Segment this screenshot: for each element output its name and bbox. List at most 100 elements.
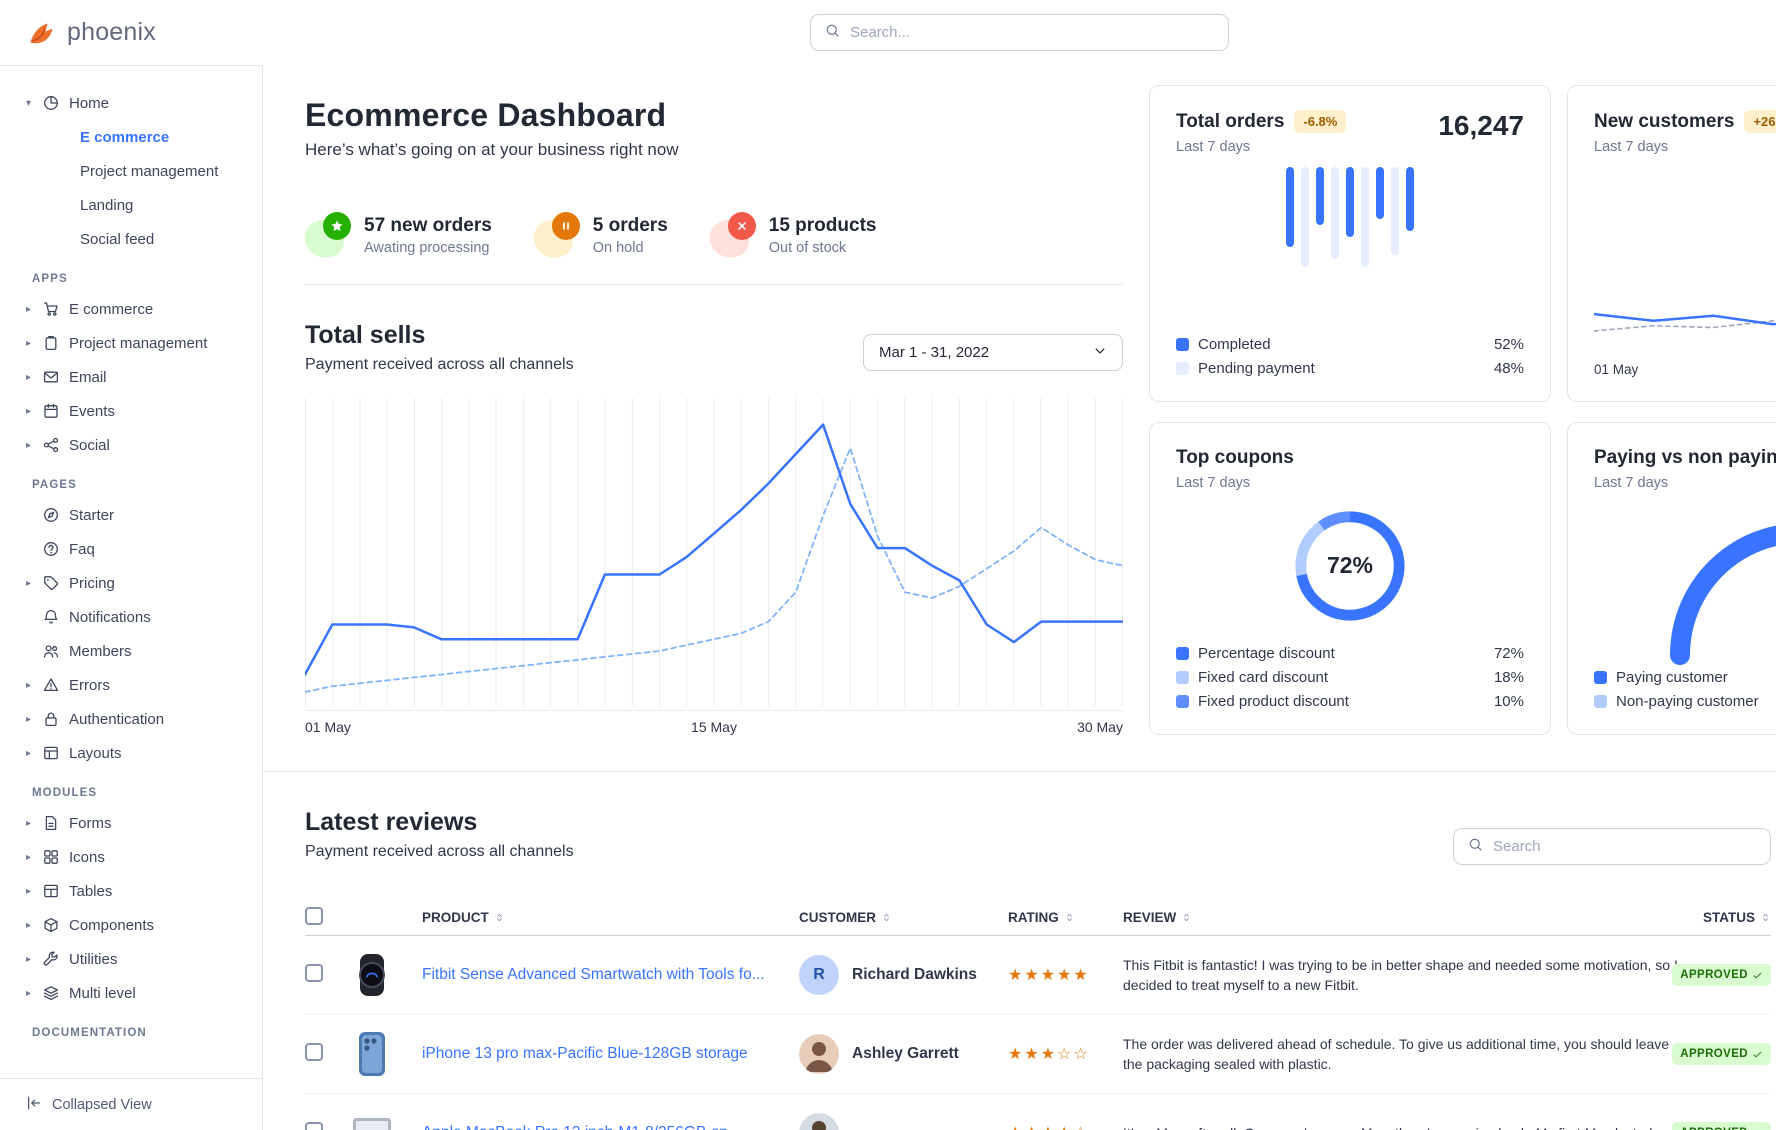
stat-success: 57 new orders Awating processing (300, 212, 492, 263)
reviews-search-input[interactable] (1493, 838, 1756, 855)
reviews-search (1453, 828, 1771, 865)
column-header-rating[interactable]: RATING (1008, 910, 1123, 925)
customer-name: Ashley Garrett (852, 1045, 959, 1062)
caret-right-icon: ▸ (26, 851, 32, 863)
sidebar-item-errors[interactable]: ▸ Errors (0, 668, 262, 702)
row-checkbox[interactable] (305, 1043, 323, 1061)
legend-label: Paying customer (1616, 668, 1728, 686)
sidebar-item-faq[interactable]: Faq (0, 532, 262, 566)
sidebar-item-landing[interactable]: Landing (0, 188, 262, 222)
sidebar-item-notifications[interactable]: Notifications (0, 600, 262, 634)
row-checkbox[interactable] (305, 964, 323, 982)
sidebar-item-social[interactable]: ▸ Social (0, 428, 262, 462)
order-bar-pending (1331, 167, 1339, 259)
sidebar-item-utilities[interactable]: ▸ Utilities (0, 942, 262, 976)
rating-stars: ★★★★★ (1008, 967, 1090, 984)
row-checkbox[interactable] (305, 1122, 323, 1130)
sidebar-item-layouts[interactable]: ▸ Layouts (0, 736, 262, 770)
sidebar-item-label: Members (69, 642, 132, 660)
sidebar-item-authentication[interactable]: ▸ Authentication (0, 702, 262, 736)
product-link[interactable]: Apple MacBook Pro 13 inch-M1-8/256GB-sp.… (422, 1124, 799, 1130)
sidebar-item-social-feed[interactable]: Social feed (0, 222, 262, 256)
legend-row: Non-paying customer (1594, 693, 1776, 710)
top-coupons-title: Top coupons (1176, 446, 1294, 468)
rating-stars: ★★★★☆ (1008, 1123, 1123, 1130)
reviews-table-header: PRODUCT CUSTOMER RATING REVIEW STATUS (305, 899, 1771, 936)
brand-logo[interactable]: phoenix (0, 17, 263, 49)
legend-label: Fixed product discount (1198, 692, 1349, 710)
legend-row: Paying customer (1594, 669, 1776, 686)
cart-icon (43, 302, 58, 316)
legend-swatch (1594, 694, 1607, 708)
stats-divider (305, 284, 1123, 285)
product-link[interactable]: Fitbit Sense Advanced Smartwatch with To… (422, 966, 765, 983)
sidebar-item-multi-level[interactable]: ▸ Multi level (0, 976, 262, 1010)
sidebar-item-components[interactable]: ▸ Components (0, 908, 262, 942)
sidebar-item-email[interactable]: ▸ Email (0, 360, 262, 394)
sidebar-item-forms[interactable]: ▸ Forms (0, 806, 262, 840)
sidebar-item-label: Forms (69, 814, 112, 832)
legend-label: Completed (1198, 336, 1271, 353)
sidebar-item-label: Landing (80, 196, 134, 214)
sidebar-item-label: Social feed (80, 230, 155, 248)
sidebar-item-e-commerce[interactable]: ▸ E commerce (0, 292, 262, 326)
customer-name: Richard Dawkins (852, 966, 977, 983)
total-sells-x-axis: 01 May 15 May 30 May (305, 719, 1123, 735)
legend-value: 10% (1493, 692, 1524, 710)
legend-label: Percentage discount (1198, 644, 1335, 662)
question-icon (44, 542, 58, 556)
legend-swatch (1176, 694, 1189, 708)
sort-icon (1184, 913, 1190, 921)
caret-right-icon: ▸ (26, 439, 32, 451)
legend-swatch (1176, 646, 1189, 660)
table-row: iPhone 13 pro max-Pacific Blue-128GB sto… (305, 1015, 1771, 1094)
chevron-down-icon-slot (1093, 344, 1107, 362)
sidebar-item-starter[interactable]: Starter (0, 498, 262, 532)
total-sells-chart (303, 398, 1125, 711)
caret-right-icon: ▸ (26, 919, 32, 931)
check-icon (1753, 972, 1762, 978)
sidebar-item-home[interactable]: ▾ Home (0, 86, 262, 120)
review-text: The order was delivered ahead of schedul… (1123, 1035, 1670, 1072)
sidebar-section-title: MODULES (32, 787, 98, 799)
global-search-input[interactable] (850, 24, 1214, 41)
sidebar-section-title: APPS (32, 273, 68, 285)
order-bar-completed (1346, 167, 1354, 237)
collapse-icon (27, 1096, 41, 1109)
sidebar-item-project-management[interactable]: Project management (0, 154, 262, 188)
caret-right-icon: ▸ (26, 577, 32, 589)
sidebar-item-members[interactable]: Members (0, 634, 262, 668)
sidebar-item-label: Home (69, 94, 110, 112)
global-search (810, 14, 1229, 51)
product-thumbnail-iphone (345, 1027, 399, 1081)
order-bar-pending (1361, 167, 1369, 267)
select-all-checkbox[interactable] (305, 906, 323, 925)
caret-right-icon: ▸ (26, 679, 32, 691)
column-header-customer[interactable]: CUSTOMER (799, 910, 1008, 925)
column-header-status[interactable]: STATUS (1692, 910, 1771, 925)
page-title: Ecommerce Dashboard (305, 97, 667, 133)
collapsed-view-button[interactable]: Collapsed View (26, 1095, 152, 1115)
caret-right-icon: ▸ (26, 405, 32, 417)
date-range-select[interactable]: Mar 1 - 31, 2022 (863, 334, 1123, 371)
caret-right-icon: ▸ (26, 953, 32, 965)
top-coupons-donut-svg (1295, 510, 1405, 621)
column-header-product[interactable]: PRODUCT (422, 910, 799, 925)
legend-swatch (1176, 362, 1189, 375)
sidebar-item-project-management[interactable]: ▸ Project management (0, 326, 262, 360)
product-link[interactable]: iPhone 13 pro max-Pacific Blue-128GB sto… (422, 1045, 748, 1062)
sidebar-item-tables[interactable]: ▸ Tables (0, 874, 262, 908)
bell-icon (44, 609, 58, 624)
total-sells-title: Total sells (305, 321, 426, 349)
sidebar-item-events[interactable]: ▸ Events (0, 394, 262, 428)
column-header-review[interactable]: REVIEW (1123, 910, 1692, 925)
table-icon (44, 884, 58, 898)
sidebar-item-label: Multi level (69, 984, 136, 1002)
avatar-photo (799, 1113, 839, 1130)
pause-icon (562, 222, 569, 230)
sidebar-item-e-commerce[interactable]: E commerce (0, 120, 262, 154)
sidebar-item-icons[interactable]: ▸ Icons (0, 840, 262, 874)
sidebar-item-pricing[interactable]: ▸ Pricing (0, 566, 262, 600)
legend-row: Fixed product discount 10% (1176, 693, 1524, 710)
search-icon (826, 24, 839, 37)
